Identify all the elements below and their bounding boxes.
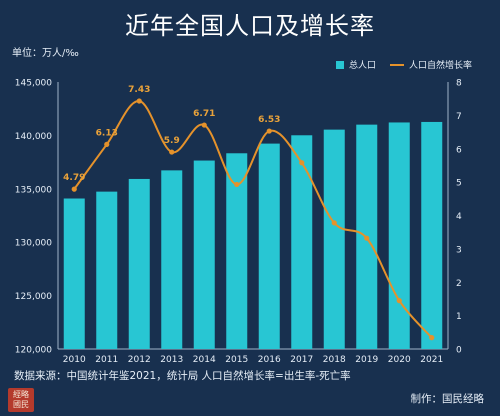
y-right-tick-label: 2: [456, 279, 462, 289]
x-tick-label: 2016: [258, 355, 281, 365]
bar: [63, 198, 85, 349]
y-right-tick-label: 5: [456, 179, 462, 189]
legend-item-bars: 总人口: [335, 58, 376, 71]
y-left-tick-label: 140,000: [15, 132, 52, 142]
y-right-tick-label: 1: [456, 312, 462, 322]
y-left-tick-label: 135,000: [15, 185, 52, 195]
growth-rate-point: [266, 128, 272, 134]
y-right-tick-label: 6: [456, 145, 462, 155]
y-right-tick-label: 0: [456, 346, 462, 356]
growth-rate-point: [396, 298, 402, 304]
growth-rate-line: [73, 100, 433, 339]
bar: [388, 122, 410, 349]
x-tick-label: 2010: [63, 355, 86, 365]
x-tick-label: 2011: [95, 355, 118, 365]
data-label: 6.13: [96, 128, 118, 138]
x-tick-label: 2014: [193, 355, 216, 365]
x-tick-label: 2020: [388, 355, 411, 365]
bar: [128, 178, 150, 349]
growth-rate-point: [234, 181, 240, 188]
legend-item-line: 人口自然增长率: [389, 58, 472, 71]
y-right-tick-label: 3: [456, 245, 462, 255]
y-left-tick-label: 120,000: [15, 346, 52, 356]
growth-rate-point: [169, 149, 175, 155]
growth-rate-point: [104, 141, 110, 148]
growth-rate-point: [71, 186, 77, 192]
y-left-tick-label: 145,000: [15, 79, 52, 89]
legend-line-swatch: [389, 63, 404, 66]
bar: [323, 129, 345, 349]
x-tick-label: 2021: [420, 355, 443, 365]
bar: [96, 191, 118, 349]
legend-bar-label: 总人口: [348, 61, 376, 71]
chart-title: 近年全国人口及增长率: [125, 12, 375, 40]
y-right-tick-label: 4: [456, 212, 462, 222]
x-tick-label: 2017: [290, 355, 313, 365]
legend-line-label: 人口自然增长率: [408, 61, 472, 71]
x-tick-label: 2013: [160, 355, 183, 365]
bar: [226, 153, 248, 349]
legend-bar-swatch: [335, 60, 344, 69]
data-label: 6.71: [193, 109, 215, 119]
data-label: 4.79: [63, 173, 85, 183]
source-note: 数据来源：中国统计年鉴2021，统计局 人口自然增长率=出生率-死亡率: [14, 370, 351, 382]
data-label: 7.43: [128, 85, 150, 95]
y-left-tick-label: 125,000: [15, 292, 52, 302]
x-tick-label: 2012: [128, 355, 151, 365]
x-tick-label: 2019: [355, 355, 378, 365]
growth-rate-point: [299, 160, 305, 166]
bar: [291, 135, 313, 349]
x-tick-label: 2015: [225, 355, 248, 365]
x-tick-label: 2018: [323, 355, 346, 365]
bar: [421, 121, 443, 349]
bar: [161, 170, 183, 349]
growth-rate-point: [201, 122, 207, 128]
y-right-tick-label: 8: [456, 79, 462, 89]
growth-rate-point: [136, 98, 142, 104]
brand-seal: 經略 國民: [8, 388, 34, 412]
legend: 总人口 人口自然增长率: [335, 58, 472, 71]
bar: [193, 160, 215, 349]
growth-rate-point: [331, 220, 337, 226]
unit-label: 单位：万人/‰: [12, 48, 79, 59]
growth-rate-point: [429, 335, 435, 341]
y-right-tick-label: 7: [456, 112, 462, 122]
data-label: 6.53: [258, 115, 280, 125]
growth-rate-point: [364, 235, 370, 241]
producer-note: 制作：国民经略: [410, 393, 485, 405]
data-label: 5.9: [164, 136, 180, 146]
bar: [258, 143, 280, 349]
y-left-tick-label: 130,000: [15, 239, 52, 249]
